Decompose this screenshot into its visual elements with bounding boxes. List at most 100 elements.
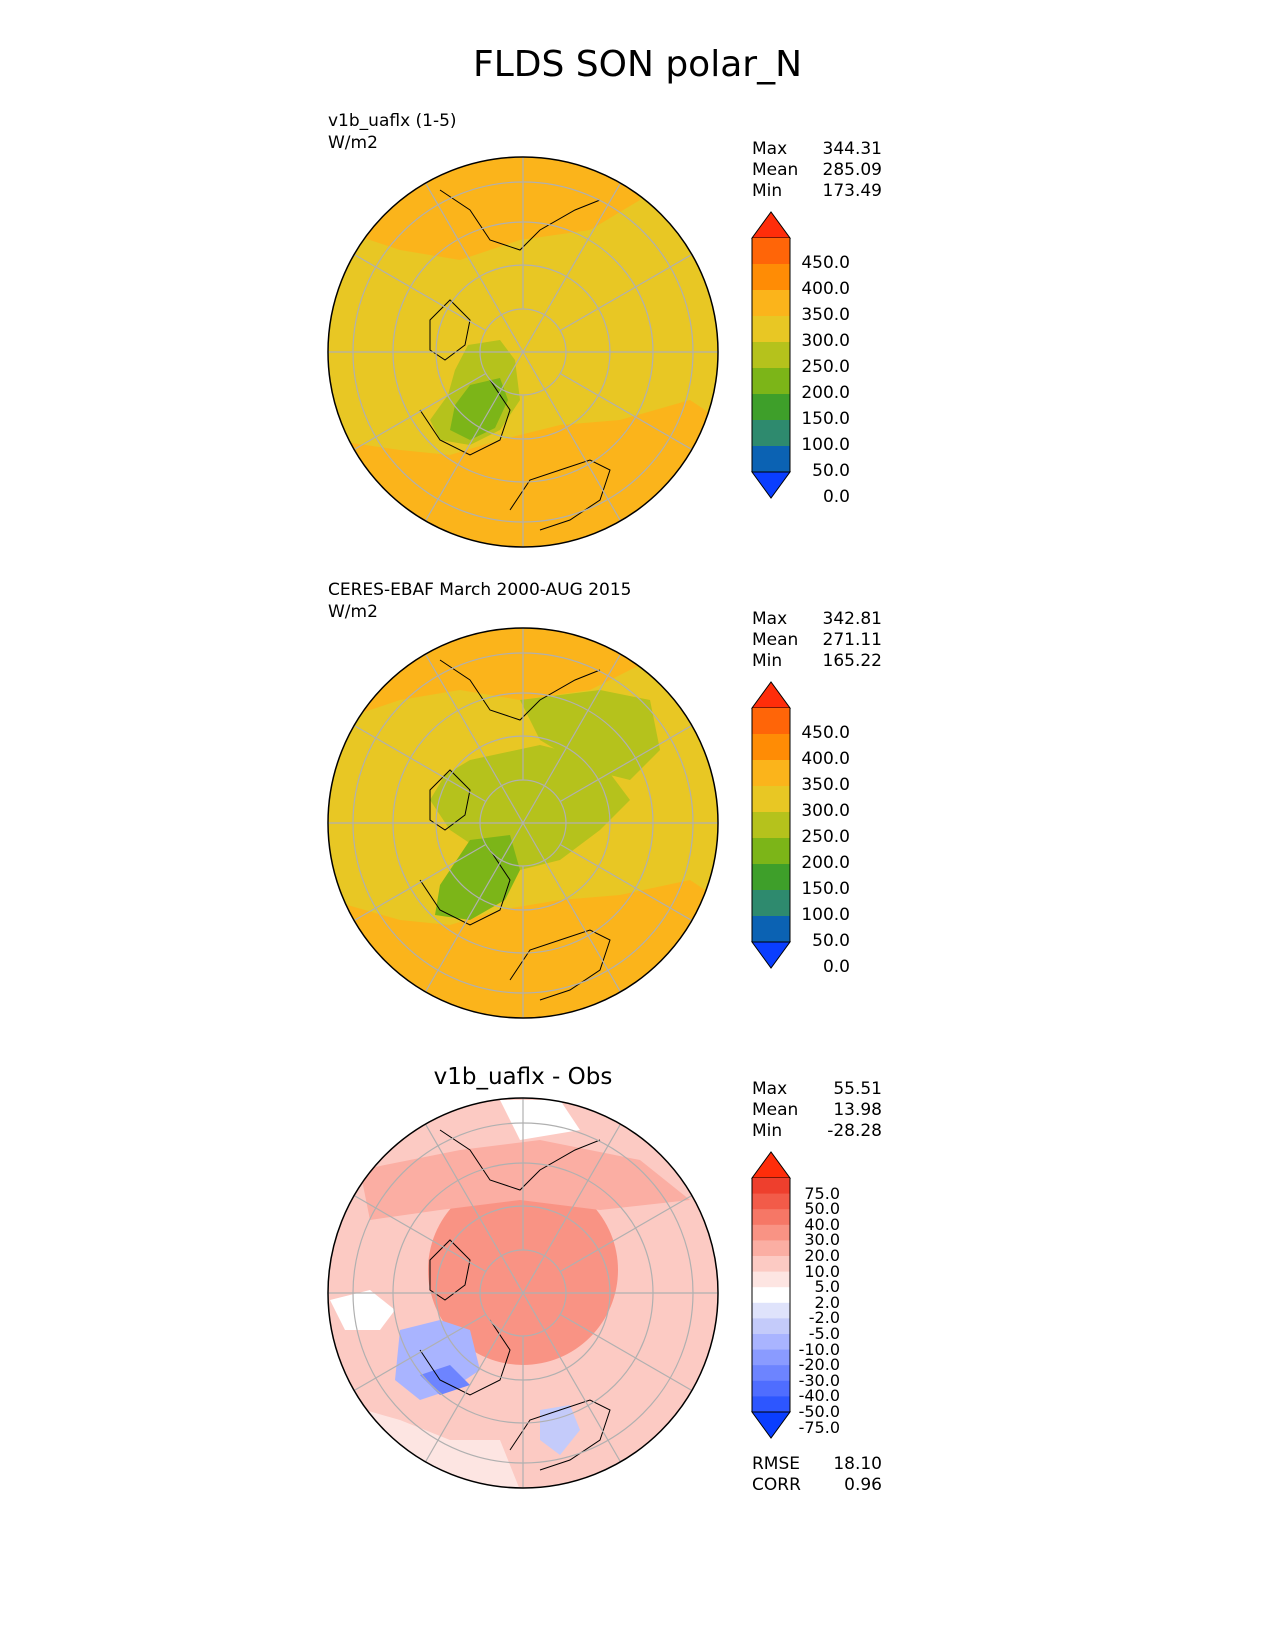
panel-2-units: W/m2 xyxy=(328,602,378,622)
colorbar-extend-max xyxy=(751,681,791,709)
colorbar-tick-label: 200.0 xyxy=(801,853,850,873)
colorbar-tick-label: -40.0 xyxy=(798,1386,840,1406)
colorbar-segment xyxy=(752,1396,790,1413)
colorbar-tick-label: 400.0 xyxy=(801,279,850,299)
colorbar-tick-label: 5.0 xyxy=(814,1277,840,1297)
colorbar-segment xyxy=(752,368,790,395)
colorbar-tick-label: 2.0 xyxy=(814,1292,840,1312)
colorbar-tick-label: 350.0 xyxy=(801,305,850,325)
colorbar-segment xyxy=(752,290,790,317)
colorbar-segment xyxy=(752,1256,790,1273)
colorbar-tick-label: 450.0 xyxy=(801,253,850,273)
colorbar-tick-label: -2.0 xyxy=(808,1308,840,1328)
colorbar-extend-max xyxy=(751,211,791,239)
colorbar-segment xyxy=(752,838,790,865)
meridian-line xyxy=(500,314,546,390)
colorbar-segment xyxy=(752,1349,790,1366)
meridian-line xyxy=(559,843,693,922)
colorbar-segment xyxy=(752,394,790,421)
colorbar-tick-label: 200.0 xyxy=(801,383,850,403)
colorbar-tick-label: 150.0 xyxy=(801,879,850,899)
meridian-line xyxy=(559,253,693,332)
colorbar-outline xyxy=(751,708,791,942)
colorbar-tick-label: -20.0 xyxy=(798,1355,840,1375)
colorbar-segment xyxy=(752,316,790,343)
colorbar-extend-min xyxy=(751,941,791,969)
colorbar-tick-label: 150.0 xyxy=(801,409,850,429)
colorbar-tick-label: 50.0 xyxy=(804,1199,840,1219)
panel-2-colorbar xyxy=(751,681,791,969)
colorbar-tick-label: 50.0 xyxy=(812,931,850,951)
colorbar-segment xyxy=(752,1302,790,1319)
colorbar-segment xyxy=(752,734,790,761)
colorbar-tick-label: 0.0 xyxy=(822,487,850,507)
meridian-line xyxy=(353,1194,487,1273)
colorbar-segment xyxy=(752,1365,790,1382)
meridian-line xyxy=(353,843,487,922)
colorbar-segment xyxy=(752,446,790,473)
colorbar-tick-label: 20.0 xyxy=(804,1246,840,1265)
colorbar-tick-label: 450.0 xyxy=(801,723,850,743)
colorbar-segment xyxy=(752,708,790,735)
colorbar-extend-max xyxy=(751,1151,791,1179)
colorbar-tick-label: 350.0 xyxy=(801,775,850,795)
colorbar-segment xyxy=(752,238,790,265)
meridian-line xyxy=(500,785,546,861)
colorbar-segment xyxy=(752,1240,790,1257)
colorbar-tick-label: 10.0 xyxy=(804,1261,840,1281)
meridian-line xyxy=(559,372,693,451)
colorbar-segment xyxy=(752,1287,790,1304)
colorbar-segment xyxy=(752,342,790,369)
meridian-line xyxy=(543,1123,622,1257)
colorbar-tick-label: 100.0 xyxy=(801,435,850,455)
colorbar-tick-label: 100.0 xyxy=(801,905,850,925)
meridian-line xyxy=(559,1194,693,1273)
colorbar-tick-label: 400.0 xyxy=(801,749,850,769)
figure-title: FLDS SON polar_N xyxy=(472,44,802,85)
colorbar-tick-label: -50.0 xyxy=(798,1402,840,1421)
colorbar-extend-min xyxy=(751,471,791,499)
colorbar-segment xyxy=(752,1224,790,1241)
panel-2-title: CERES-EBAF March 2000-AUG 2015 xyxy=(328,580,632,600)
meridian-line xyxy=(424,653,503,787)
colorbar-outline xyxy=(751,238,791,472)
colorbar-tick-label: 250.0 xyxy=(801,357,850,377)
meridian-line xyxy=(500,1255,546,1331)
panel-3-title: v1b_uaflx - Obs xyxy=(433,1064,613,1090)
meridian-line xyxy=(543,388,622,522)
colorbar-tick-label: 30.0 xyxy=(804,1230,840,1250)
panel-1-title: v1b_uaflx (1-5) xyxy=(328,111,457,131)
meridian-line xyxy=(543,653,622,787)
meridian-line xyxy=(543,1329,622,1463)
colorbar-tick-label: 300.0 xyxy=(801,331,850,351)
colorbar-tick-label: 0.0 xyxy=(822,957,850,977)
colorbar-tick-label: 300.0 xyxy=(801,801,850,821)
meridian-line xyxy=(353,1313,487,1392)
colorbar-extend-min xyxy=(751,1411,791,1439)
colorbar-tick-label: 50.0 xyxy=(812,461,850,481)
colorbar-segment xyxy=(752,420,790,447)
colorbar-segment xyxy=(752,1318,790,1335)
meridian-line xyxy=(543,182,622,316)
colorbar-segment xyxy=(752,264,790,291)
colorbar-tick-label: 75.0 xyxy=(804,1183,840,1203)
colorbar-segment xyxy=(752,1380,790,1397)
meridian-line xyxy=(559,1313,693,1392)
panel-3-colorbar xyxy=(751,1151,791,1439)
colorbar-tick-label: 250.0 xyxy=(801,827,850,847)
meridian-line xyxy=(353,372,487,451)
colorbar-tick-label: -5.0 xyxy=(808,1324,840,1343)
colorbar-tick-label: -75.0 xyxy=(798,1417,840,1437)
meridian-line xyxy=(424,388,503,522)
colorbar-segment xyxy=(752,760,790,787)
colorbar-segment xyxy=(752,1271,790,1288)
panel-1-colorbar xyxy=(751,211,791,499)
colorbar-segment xyxy=(752,786,790,813)
meridian-line xyxy=(353,724,487,803)
panel-1-units: W/m2 xyxy=(328,133,378,153)
colorbar-segment xyxy=(752,916,790,943)
colorbar-segment xyxy=(752,1334,790,1351)
colorbar-segment xyxy=(752,812,790,839)
colorbar-segment xyxy=(752,1193,790,1210)
